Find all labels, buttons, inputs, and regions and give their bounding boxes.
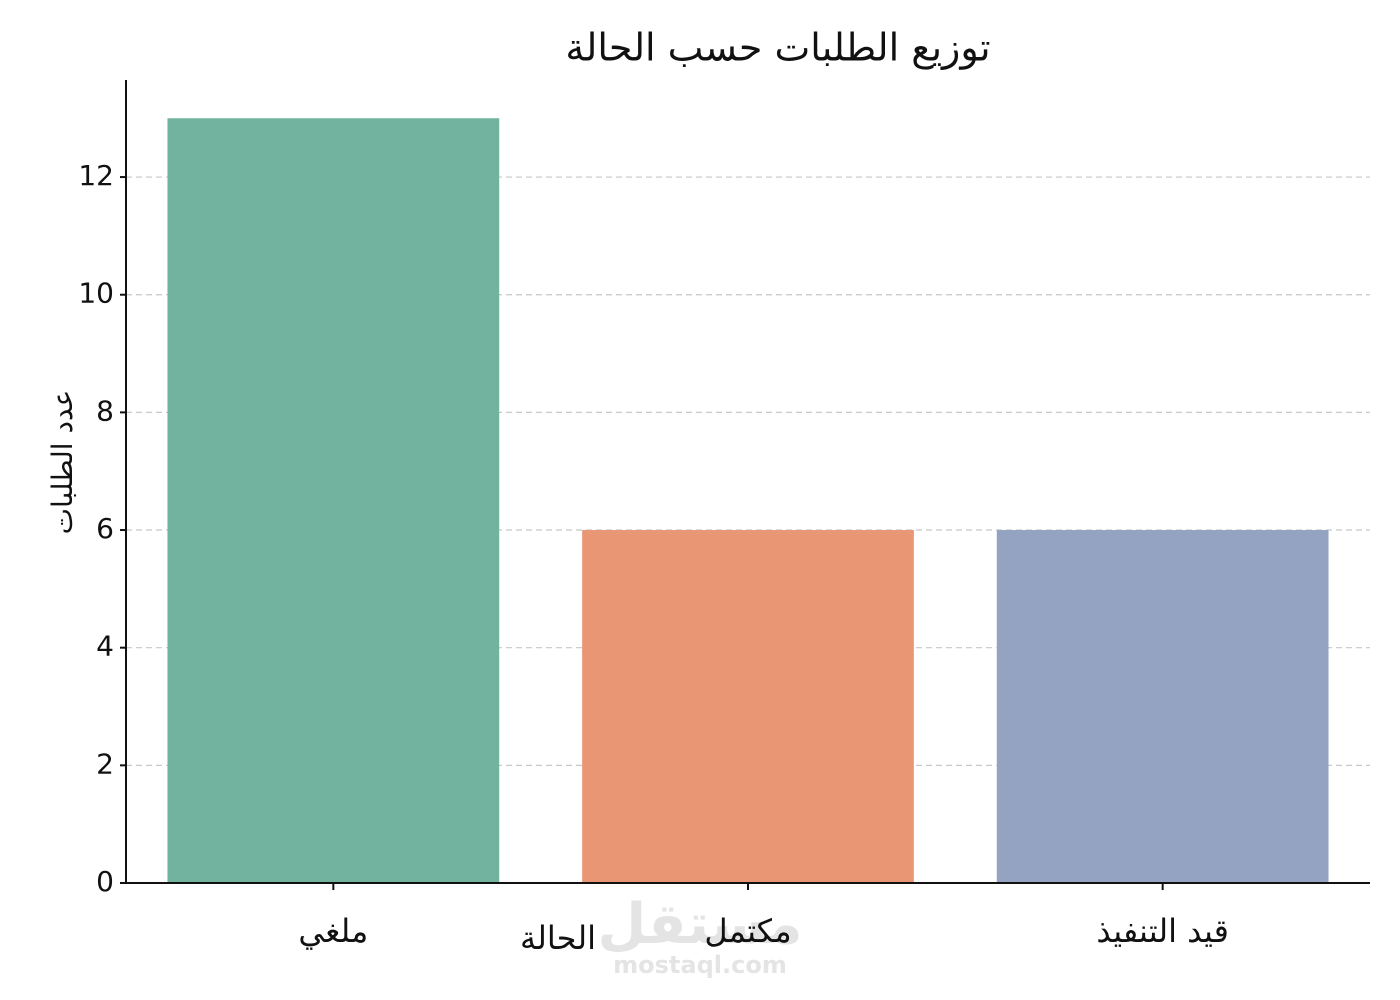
y-tick-label: 12 xyxy=(78,159,114,192)
bar xyxy=(996,530,1329,883)
x-tick-label: مكتمل xyxy=(704,912,791,950)
chart-title: توزيع الطلبات حسب الحالة xyxy=(565,26,990,71)
y-axis-label: عدد الطلبات xyxy=(46,390,79,535)
x-axis-label: الحالة xyxy=(520,919,596,957)
watermark: mostaql.com xyxy=(613,951,787,979)
x-tick-label: قيد التنفيذ xyxy=(1096,912,1229,950)
bar xyxy=(167,118,500,883)
y-tick-label: 2 xyxy=(96,747,114,780)
watermark: مستقل xyxy=(598,892,803,957)
y-tick-label: 8 xyxy=(96,394,114,427)
y-tick-label: 4 xyxy=(96,630,114,663)
x-tick-label: ملغي xyxy=(298,912,368,950)
y-tick-label: 6 xyxy=(96,512,114,545)
y-tick-label: 0 xyxy=(96,865,114,898)
y-tick-label: 10 xyxy=(78,277,114,310)
bar xyxy=(582,530,914,883)
